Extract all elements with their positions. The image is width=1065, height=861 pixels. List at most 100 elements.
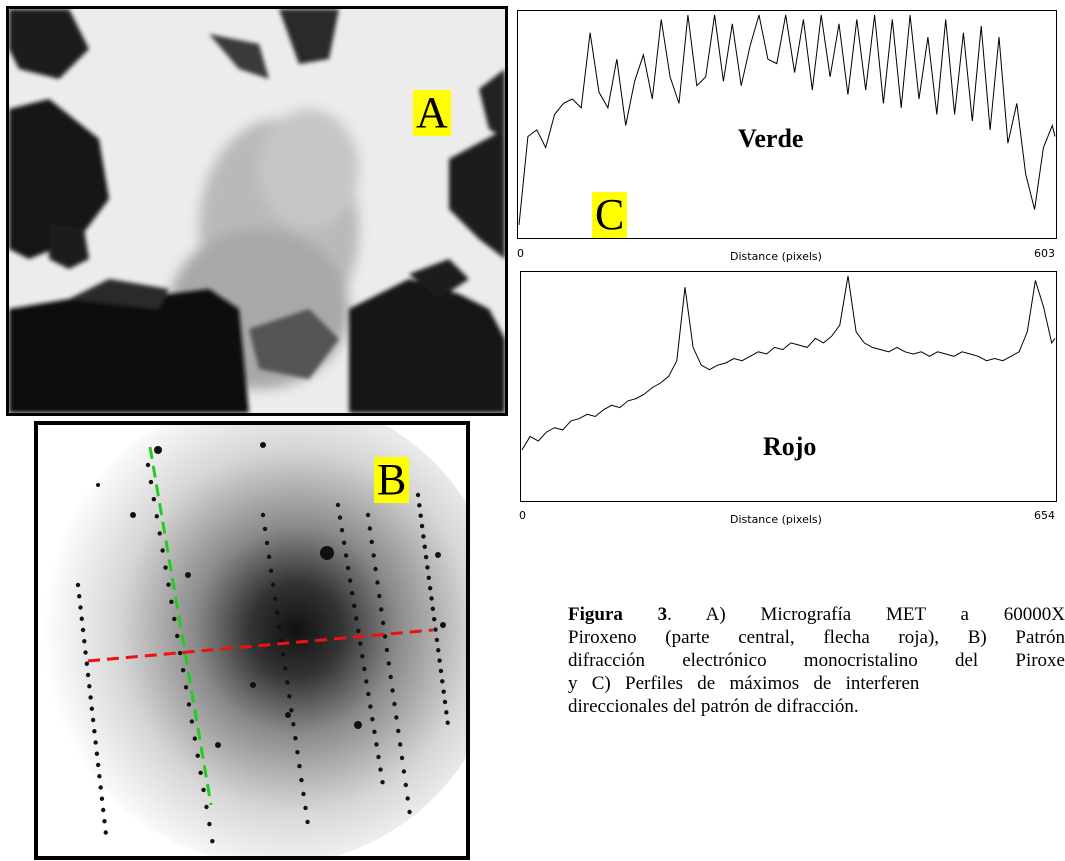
diffraction-spot bbox=[362, 666, 367, 671]
caption-line-1: Figura 3. A) Micrografía MET a 60000X bbox=[568, 603, 1065, 626]
red-direction-line bbox=[87, 628, 434, 663]
diffraction-spot bbox=[177, 650, 183, 656]
diffraction-spot bbox=[183, 685, 189, 690]
diffraction-spot bbox=[262, 526, 268, 532]
diffraction-spot bbox=[423, 554, 429, 560]
diffraction-spot bbox=[429, 596, 434, 601]
diffraction-spot bbox=[394, 715, 399, 720]
panel-c-label: C bbox=[592, 192, 628, 238]
figure-caption: Figura 3. A) Micrografía MET a 60000X Pi… bbox=[568, 603, 1065, 718]
caption-line-4: y C) Perfiles de máximos de interferen bbox=[568, 673, 920, 694]
diffraction-spot bbox=[270, 582, 276, 587]
diffraction-spot bbox=[436, 648, 441, 653]
diffraction-spot bbox=[386, 661, 391, 666]
diffraction-spot bbox=[88, 695, 93, 700]
diffraction-spot bbox=[392, 701, 397, 707]
rojo-series-name: Rojo bbox=[763, 432, 817, 461]
diffraction-spot bbox=[377, 593, 382, 599]
diffraction-spot bbox=[215, 742, 221, 748]
diffraction-spot bbox=[172, 616, 177, 622]
diffraction-spot bbox=[97, 774, 102, 779]
diffraction-spot bbox=[154, 446, 162, 454]
diffraction-spot bbox=[360, 654, 365, 659]
diffraction-spot bbox=[192, 736, 197, 741]
diffraction-spot bbox=[99, 796, 105, 801]
diffraction-spot bbox=[380, 620, 386, 626]
diffraction-spot bbox=[78, 605, 83, 610]
diffraction-spot bbox=[376, 754, 381, 760]
diffraction-spot bbox=[157, 531, 162, 536]
diffraction-spot bbox=[380, 780, 385, 785]
diffraction-spot bbox=[89, 706, 95, 711]
diffraction-spot bbox=[84, 661, 90, 666]
diffraction-spot bbox=[264, 540, 270, 546]
diffraction-spot bbox=[430, 606, 436, 612]
diffraction-spot bbox=[320, 546, 334, 560]
rojo-x-axis-title: Distance (pixels) bbox=[730, 513, 822, 526]
diffraction-spot bbox=[145, 462, 151, 468]
diffraction-spot bbox=[295, 749, 300, 755]
diffraction-spot bbox=[82, 639, 87, 644]
diffraction-spot bbox=[201, 787, 206, 793]
diffraction-spot bbox=[427, 585, 433, 591]
diffraction-spot bbox=[101, 807, 106, 813]
diffraction-spot bbox=[347, 578, 353, 583]
diffraction-spot bbox=[285, 680, 290, 685]
diffraction-spot bbox=[185, 572, 191, 578]
diffraction-spot bbox=[287, 694, 292, 699]
panel-a-label: A bbox=[413, 90, 451, 136]
diffraction-spot bbox=[407, 809, 412, 815]
diffraction-spot bbox=[373, 566, 378, 572]
rojo-x-tick-end: 654 bbox=[1034, 509, 1055, 522]
diffraction-spot bbox=[279, 638, 284, 643]
diffraction-spot bbox=[438, 668, 444, 674]
diffraction-spot bbox=[445, 720, 450, 725]
diffraction-spot bbox=[354, 721, 362, 729]
diffraction-spot bbox=[415, 492, 421, 498]
micrograph-image bbox=[9, 9, 505, 413]
diffraction-spot bbox=[370, 717, 375, 722]
diffraction-spot bbox=[365, 512, 371, 518]
diffraction-spot bbox=[268, 568, 274, 573]
diffraction-spot bbox=[364, 679, 369, 684]
diffraction-spot bbox=[266, 554, 272, 560]
diffraction-spot bbox=[305, 819, 310, 825]
diffraction-spot bbox=[367, 526, 373, 531]
diffraction-spot bbox=[444, 710, 449, 715]
diffraction-spot bbox=[79, 616, 84, 621]
diffraction-spot bbox=[337, 515, 343, 520]
rojo-profile-chart bbox=[521, 275, 1056, 451]
diffraction-spot bbox=[417, 503, 422, 508]
rojo-profile-line bbox=[521, 275, 1056, 451]
verde-profile-chart bbox=[518, 14, 1056, 225]
diffraction-spot bbox=[186, 702, 192, 707]
diffraction-spot bbox=[299, 777, 304, 783]
diffraction-spot bbox=[130, 512, 136, 518]
panel-c-profiles: Verde C 0 Distance (pixels) 603 Rojo 0 D… bbox=[510, 0, 1065, 535]
caption-line-1-text: . A) Micrografía MET a 60000X bbox=[667, 604, 1065, 625]
diffraction-spot bbox=[94, 751, 100, 756]
diffraction-spot bbox=[80, 627, 86, 633]
verde-profile-line bbox=[518, 14, 1056, 225]
diffraction-spot bbox=[356, 628, 361, 634]
diffraction-spot bbox=[207, 821, 212, 827]
diffraction-spot bbox=[419, 523, 425, 529]
diffraction-spot bbox=[163, 565, 168, 570]
diffraction-spot bbox=[403, 782, 408, 788]
diffraction-spot bbox=[335, 502, 341, 508]
diffraction-spot bbox=[175, 633, 180, 639]
caption-line-3: difracción electrónico monocristalino de… bbox=[568, 650, 1065, 671]
diffraction-spot bbox=[75, 582, 81, 588]
caption-figure-number: Figura 3 bbox=[568, 604, 668, 625]
caption-line-2: Piroxeno (parte central, flecha roja), B… bbox=[568, 627, 1065, 648]
diffraction-spot bbox=[210, 839, 215, 844]
diffraction-spot bbox=[260, 512, 266, 518]
diffraction-spot bbox=[349, 591, 355, 596]
panel-a-micrograph: A bbox=[6, 6, 508, 416]
diffraction-spot bbox=[405, 796, 410, 801]
diffraction-spot bbox=[169, 599, 174, 604]
diffraction-spot bbox=[277, 624, 282, 629]
diffraction-spot bbox=[418, 513, 423, 518]
diffraction-spot bbox=[189, 719, 195, 724]
diffraction-spot bbox=[352, 603, 357, 608]
